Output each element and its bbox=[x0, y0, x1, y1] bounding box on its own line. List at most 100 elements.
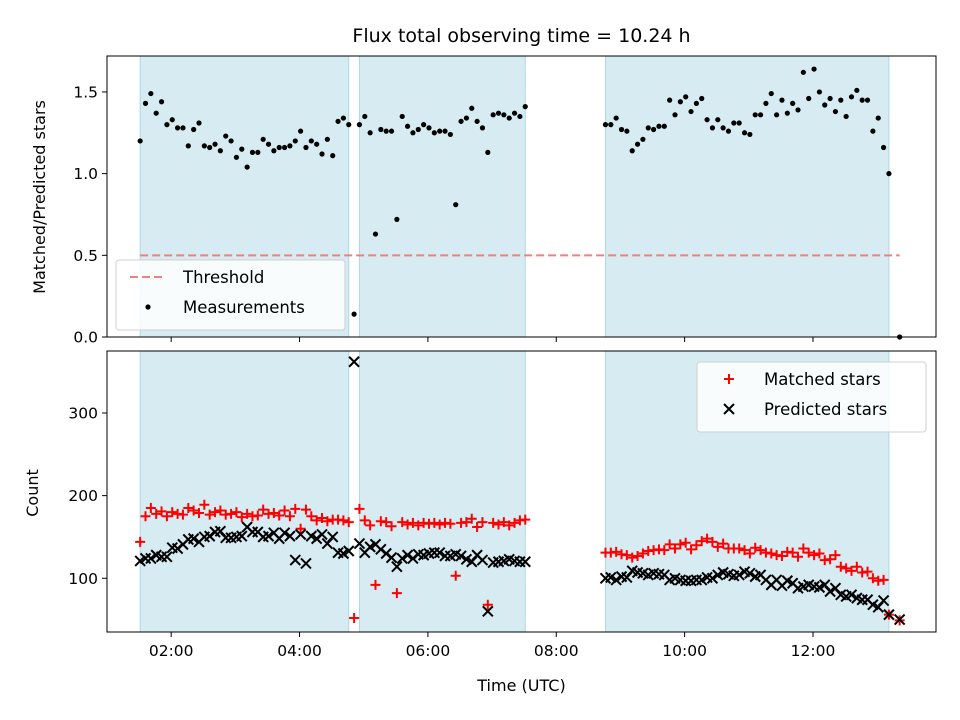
bottom-series0-point-119 bbox=[846, 565, 857, 576]
top-series0-point-97 bbox=[731, 120, 737, 126]
top-series0-point-67 bbox=[495, 110, 502, 116]
bottom-series0-point-113 bbox=[814, 548, 825, 559]
top-series0-point-123 bbox=[870, 128, 876, 134]
bottom-series0-point-98 bbox=[734, 543, 745, 554]
bottom-series0-point-109 bbox=[793, 551, 804, 562]
bottom-series0-point-43 bbox=[365, 520, 376, 531]
bottom-legend-handle-1 bbox=[723, 403, 735, 415]
top-y-axis-label: Matched/Predicted stars bbox=[30, 100, 49, 294]
bottom-x-tick-label-4: 10:00 bbox=[662, 642, 707, 660]
bottom-series0-point-12 bbox=[199, 499, 210, 510]
top-series0-point-75 bbox=[613, 115, 619, 121]
top-series0-point-42 bbox=[362, 113, 368, 120]
top-series0-point-88 bbox=[683, 94, 689, 100]
top-series0-point-47 bbox=[388, 128, 395, 134]
bottom-series1-point-19 bbox=[236, 530, 248, 542]
bottom-series0-point-42 bbox=[359, 515, 370, 526]
bottom-series1-point-50 bbox=[401, 549, 414, 561]
top-series0-point-73 bbox=[602, 122, 609, 128]
top-series0-point-4 bbox=[158, 99, 165, 105]
bottom-series0-point-90 bbox=[691, 540, 702, 551]
top-series0-point-98 bbox=[736, 120, 742, 126]
top-series0-point-85 bbox=[667, 97, 673, 103]
bottom-y-tick-label-0: 100 bbox=[68, 570, 98, 588]
top-series0-point-121 bbox=[859, 97, 865, 103]
bottom-series0-point-51 bbox=[407, 517, 418, 528]
top-series0-point-55 bbox=[431, 130, 437, 136]
top-series0-point-51 bbox=[410, 130, 416, 136]
top-y-tick-label-3: 1.5 bbox=[73, 83, 98, 101]
top-series0-point-22 bbox=[255, 149, 261, 155]
bottom-observing-window-0 bbox=[139, 350, 350, 633]
bottom-series0-point-123 bbox=[867, 573, 878, 584]
top-series0-point-105 bbox=[774, 112, 780, 118]
top-series0-point-43 bbox=[367, 130, 373, 136]
top-series0-point-23 bbox=[260, 136, 266, 142]
top-series0-point-21 bbox=[249, 149, 256, 155]
bottom-series0-point-11 bbox=[193, 507, 204, 518]
bottom-series1-point-126 bbox=[883, 608, 895, 621]
top-series0-point-83 bbox=[656, 123, 662, 129]
chart-title: Flux total observing time = 10.24 h bbox=[352, 25, 690, 47]
bottom-series0-point-55 bbox=[429, 517, 440, 528]
bottom-series0-point-19 bbox=[236, 512, 247, 523]
bottom-series1-point-30 bbox=[294, 528, 307, 541]
bottom-series0-point-84 bbox=[659, 545, 670, 556]
bottom-series0-point-111 bbox=[803, 547, 814, 558]
top-series0-point-106 bbox=[779, 97, 785, 103]
top-series0-point-118 bbox=[843, 113, 849, 120]
top-panel: 0.0 0.5 1.0 1.5 Threshold Measurements bbox=[73, 55, 937, 347]
bottom-series1-point-28 bbox=[284, 530, 296, 542]
bottom-series0-point-8 bbox=[177, 509, 188, 520]
top-series0-point-12 bbox=[201, 143, 207, 149]
bottom-series0-point-91 bbox=[696, 536, 707, 547]
bottom-series0-point-6 bbox=[167, 507, 178, 518]
bottom-series0-point-102 bbox=[755, 545, 766, 556]
bottom-series0-point-15 bbox=[215, 505, 226, 516]
top-series0-point-37 bbox=[335, 118, 341, 124]
top-series0-point-95 bbox=[720, 125, 726, 131]
top-series0-point-25 bbox=[271, 148, 277, 154]
bottom-series0-point-3 bbox=[151, 508, 162, 519]
top-series0-point-101 bbox=[752, 112, 758, 118]
top-series0-point-92 bbox=[704, 117, 710, 123]
bottom-series0-point-10 bbox=[188, 505, 199, 516]
bottom-series1-point-24 bbox=[262, 530, 275, 542]
bottom-series1-point-27 bbox=[278, 527, 291, 539]
top-axes-frame bbox=[106, 55, 937, 338]
top-legend-label-1: Measurements bbox=[183, 298, 305, 317]
top-series0-point-30 bbox=[298, 128, 304, 134]
top-series0-point-41 bbox=[356, 122, 363, 128]
top-series0-point-15 bbox=[217, 148, 223, 154]
bottom-series1-point-56 bbox=[433, 546, 446, 559]
bottom-series0-point-25 bbox=[268, 507, 279, 518]
top-series0-point-61 bbox=[463, 115, 470, 121]
top-series0-point-84 bbox=[661, 123, 667, 129]
bottom-panel: 100 200 300 02:00 04:00 06:00 08:00 10:00 12:00 M… bbox=[68, 350, 937, 660]
bottom-series0-point-9 bbox=[183, 503, 194, 514]
top-series0-point-74 bbox=[608, 122, 614, 128]
bottom-series0-point-5 bbox=[161, 511, 172, 522]
top-series0-point-35 bbox=[324, 136, 330, 142]
bottom-series0-point-31 bbox=[300, 504, 311, 515]
top-series0-point-46 bbox=[383, 128, 389, 134]
top-series0-point-72 bbox=[522, 104, 528, 110]
bottom-series0-point-95 bbox=[718, 538, 729, 549]
top-series0-point-70 bbox=[511, 110, 518, 116]
top-observing-window-1 bbox=[358, 55, 526, 338]
bottom-series0-point-18 bbox=[231, 507, 242, 518]
top-series0-point-54 bbox=[426, 125, 432, 131]
top-series0-point-71 bbox=[517, 113, 523, 120]
bottom-x-tick-label-1: 04:00 bbox=[277, 642, 322, 660]
top-series0-point-59 bbox=[453, 202, 459, 208]
bottom-series1-point-64 bbox=[476, 554, 489, 566]
bottom-legend-box bbox=[696, 361, 927, 433]
top-series0-point-122 bbox=[864, 97, 871, 103]
top-series0-point-50 bbox=[404, 123, 411, 129]
bottom-series1-point-41 bbox=[353, 537, 366, 550]
top-series0-point-110 bbox=[800, 69, 806, 75]
bottom-series0-point-26 bbox=[274, 510, 285, 521]
bottom-series1-point-10 bbox=[187, 532, 200, 545]
bottom-series0-point-120 bbox=[851, 561, 862, 572]
top-legend-box bbox=[115, 259, 346, 331]
